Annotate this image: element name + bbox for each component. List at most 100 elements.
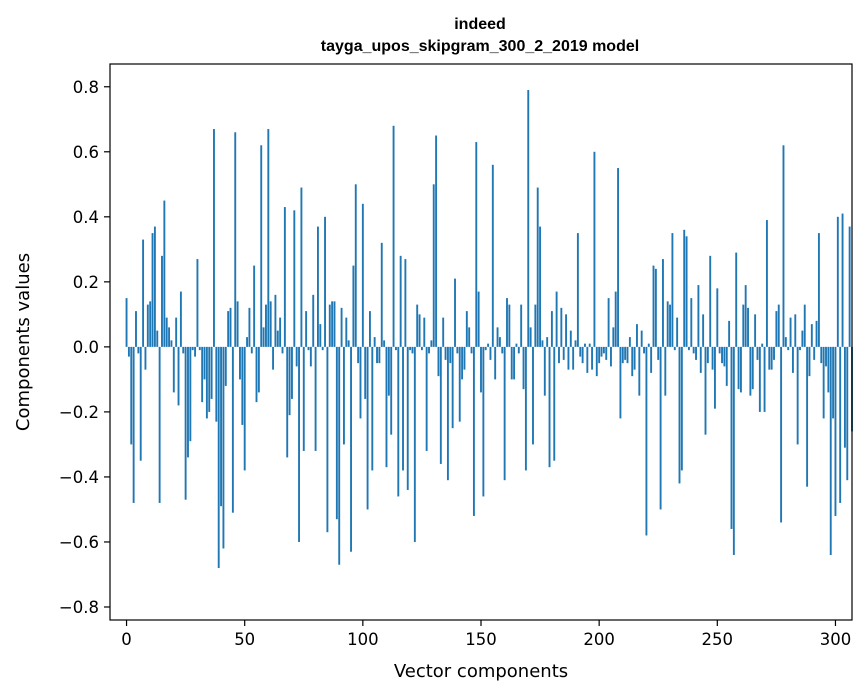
bar-67 [283, 207, 286, 347]
x-tick-label: 150 [465, 630, 497, 649]
bar-235 [680, 346, 683, 471]
bar-40 [220, 346, 223, 507]
bar-15 [161, 255, 163, 347]
bar-291 [813, 346, 816, 360]
bar-205 [610, 346, 612, 367]
bar-109 [383, 340, 386, 347]
x-tick-label: 100 [347, 630, 379, 649]
bar-95 [350, 346, 352, 552]
bar-263 [747, 307, 749, 347]
bar-72 [295, 346, 298, 367]
bar-236 [683, 229, 686, 347]
bar-101 [364, 346, 367, 399]
bar-258 [735, 252, 738, 347]
bar-287 [803, 304, 806, 347]
bar-28 [191, 346, 194, 351]
bar-46 [234, 132, 237, 347]
y-axis: −0.8 −0.6 −0.4 −0.2 0.0 0.2 0.4 0.6 0.8 [59, 78, 110, 617]
bar-152 [484, 346, 487, 351]
bar-296 [825, 346, 827, 367]
bar-276 [777, 304, 780, 347]
bar-136 [446, 346, 449, 481]
y-tick-label: −0.8 [59, 598, 99, 617]
bar-36 [210, 346, 213, 399]
bar-189 [572, 346, 575, 370]
bar-10 [149, 301, 152, 347]
bar-148 [475, 142, 478, 347]
bar-82 [319, 324, 322, 347]
bar-180 [550, 311, 553, 347]
bar-44 [229, 307, 232, 347]
bar-223 [652, 265, 655, 347]
bar-247 [709, 255, 712, 347]
bar-173 [534, 304, 537, 347]
bar-6 [139, 346, 142, 461]
bar-74 [300, 187, 303, 347]
bar-299 [832, 346, 835, 419]
bar-107 [378, 346, 381, 364]
bar-69 [288, 346, 291, 416]
bar-163 [510, 346, 513, 380]
bar-151 [482, 346, 485, 497]
bar-61 [269, 301, 272, 347]
bar-234 [678, 346, 681, 484]
bar-200 [598, 346, 601, 364]
y-tick-label: 0.6 [73, 143, 99, 162]
bar-92 [343, 346, 345, 445]
bar-149 [477, 291, 480, 347]
bar-305 [846, 346, 849, 481]
bar-160 [503, 346, 506, 481]
bar-22 [177, 346, 180, 406]
bar-249 [714, 346, 716, 409]
x-tick-label: 0 [121, 630, 132, 649]
bar-77 [307, 346, 310, 351]
bar-217 [638, 346, 641, 396]
bar-169 [524, 346, 527, 471]
bar-86 [328, 304, 331, 347]
bar-147 [472, 346, 475, 516]
bar-240 [692, 346, 695, 354]
bar-196 [588, 343, 591, 347]
bar-164 [513, 346, 516, 380]
bar-260 [739, 346, 742, 393]
bar-292 [815, 320, 818, 347]
bar-65 [279, 317, 282, 347]
bar-245 [704, 346, 707, 435]
bar-55 [255, 346, 258, 403]
bar-50 [243, 346, 246, 471]
bar-244 [702, 314, 705, 347]
bar-153 [487, 343, 490, 347]
bar-278 [782, 145, 785, 347]
bar-303 [841, 213, 844, 347]
bar-257 [732, 346, 735, 555]
bar-39 [217, 346, 220, 568]
bar-111 [387, 346, 390, 396]
bar-172 [532, 346, 534, 445]
bar-177 [543, 346, 546, 396]
bar-201 [600, 346, 603, 357]
x-tick-label: 200 [583, 630, 615, 649]
y-tick-label: 0.8 [73, 78, 99, 97]
bar-302 [839, 346, 842, 503]
bar-83 [321, 346, 324, 351]
chart-subtitle: tayga_upos_skipgram_300_2_2019 model [321, 38, 639, 55]
bar-146 [470, 346, 473, 354]
bar-7 [142, 239, 145, 347]
bar-128 [428, 346, 430, 354]
bar-87 [331, 301, 334, 347]
bar-37 [213, 129, 215, 347]
bar-174 [536, 187, 539, 347]
bar-48 [239, 346, 241, 380]
bar-33 [203, 346, 206, 380]
bar-216 [636, 324, 638, 347]
x-tick-label: 250 [702, 630, 734, 649]
bar-273 [770, 346, 773, 370]
bar-283 [794, 314, 797, 347]
bar-175 [539, 226, 542, 347]
bar-120 [409, 346, 412, 351]
bar-113 [392, 125, 395, 347]
bar-184 [560, 307, 563, 347]
bar-100 [361, 203, 364, 347]
bar-272 [768, 346, 771, 370]
